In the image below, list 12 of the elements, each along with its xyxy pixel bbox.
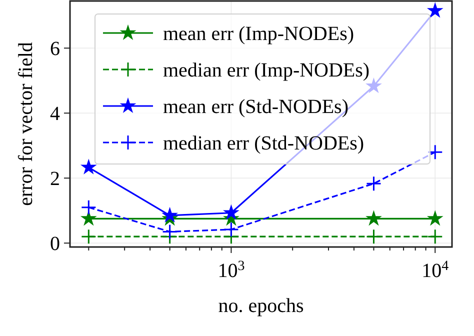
legend-label: median err (Imp-NODEs) xyxy=(163,60,370,82)
y-tick-label: 0 xyxy=(50,233,60,256)
y-axis-title: error for vector field xyxy=(15,42,37,206)
y-tick-label: 4 xyxy=(50,103,60,126)
x-tick-label: 10$^{3}$ xyxy=(218,258,245,282)
legend-label: mean err (Std-NODEs) xyxy=(163,96,348,118)
y-tick-label: 6 xyxy=(50,38,60,60)
y-tick-label: 2 xyxy=(50,168,60,190)
x-axis-title: no. epochs xyxy=(218,295,304,317)
x-tick-label: 10$^{4}$ xyxy=(422,258,449,282)
legend-label: median err (Std-NODEs) xyxy=(163,132,364,154)
legend-label: mean err (Imp-NODEs) xyxy=(163,23,354,45)
